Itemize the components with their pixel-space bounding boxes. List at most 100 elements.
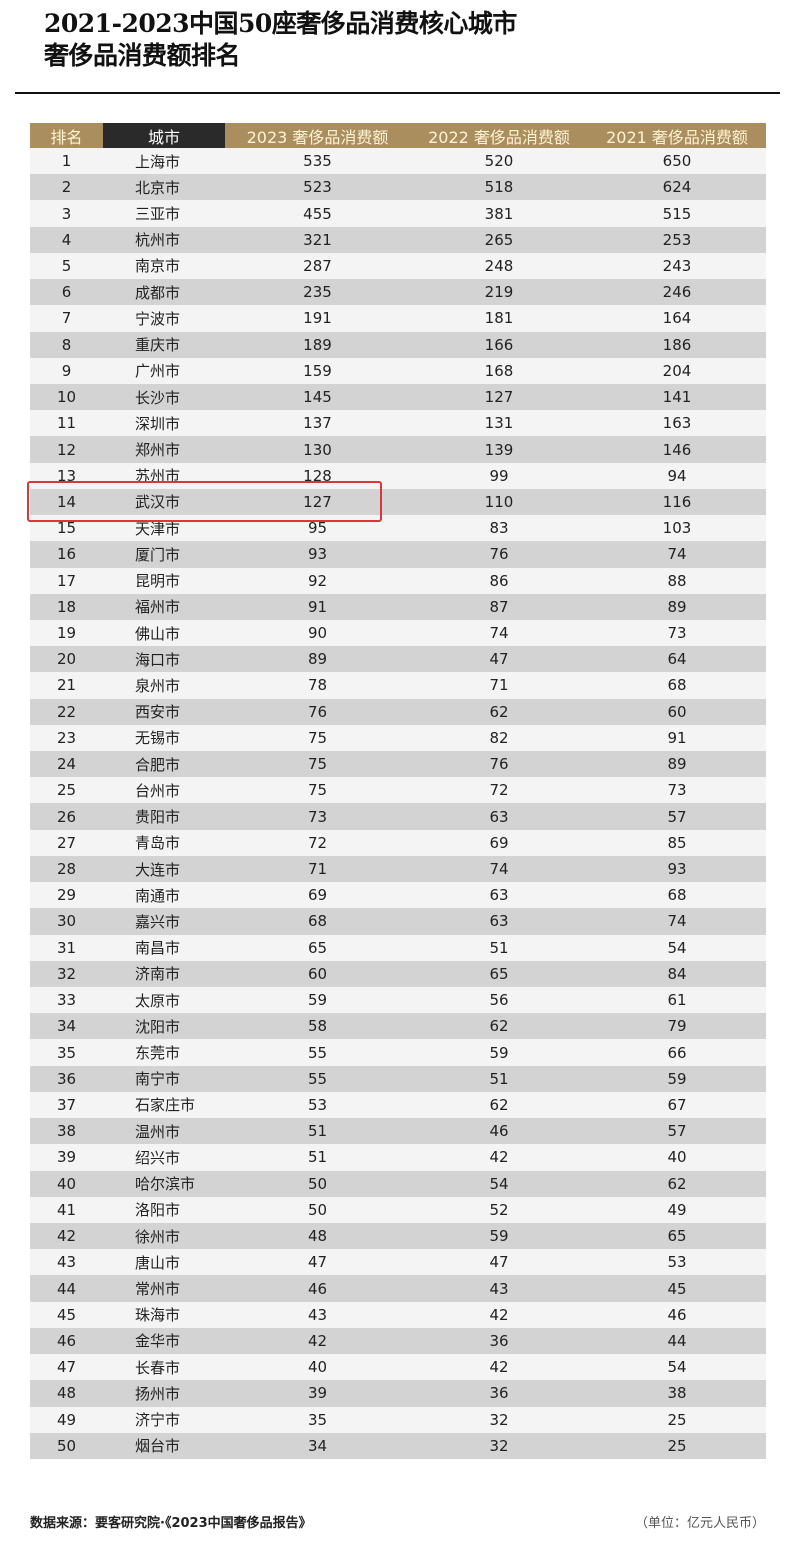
cell-2021: 45 <box>667 1279 687 1298</box>
cell-2022: 76 <box>489 755 509 774</box>
cell-2022: 520 <box>484 152 514 171</box>
cell-2023: 68 <box>307 912 328 931</box>
table-row: 23 无锡市 75 82 91 <box>30 724 766 752</box>
table-row: 47 长春市 40 42 54 <box>30 1354 766 1381</box>
cell-2021: 93 <box>667 860 687 879</box>
cell-rank: 21 <box>56 676 77 695</box>
table-row: 28 大连市 71 74 93 <box>30 855 766 883</box>
table-row: 4 杭州市 321 265 253 <box>30 226 766 253</box>
cell-2023: 65 <box>307 938 328 957</box>
cell-rank: 40 <box>56 1174 77 1193</box>
table-row: 38 温州市 51 46 57 <box>30 1118 766 1145</box>
cell-2022: 74 <box>489 860 509 879</box>
cell-rank: 30 <box>56 912 77 931</box>
cell-2023: 34 <box>307 1436 328 1455</box>
table-row: 19 佛山市 90 74 73 <box>30 619 766 647</box>
cell-rank: 42 <box>56 1227 77 1246</box>
cell-2022: 42 <box>489 1148 509 1167</box>
cell-2023: 43 <box>307 1305 328 1324</box>
cell-rank: 43 <box>56 1253 77 1272</box>
cell-city: 广州市 <box>135 362 181 381</box>
cell-rank: 19 <box>56 624 77 643</box>
cell-2022: 110 <box>484 492 514 511</box>
cell-city: 武汉市 <box>135 493 181 512</box>
table-row: 40 哈尔滨市 50 54 62 <box>30 1170 766 1197</box>
cell-2022: 65 <box>489 964 509 983</box>
cell-2021: 25 <box>667 1436 687 1455</box>
cell-2021: 49 <box>667 1200 687 1219</box>
cell-2023: 191 <box>303 309 332 328</box>
table-row: 24 合肥市 75 76 89 <box>30 751 766 778</box>
cell-2023: 72 <box>307 833 328 852</box>
cell-2023: 48 <box>307 1227 328 1246</box>
cell-rank: 25 <box>56 781 77 800</box>
table-row: 43 唐山市 47 47 53 <box>30 1249 766 1276</box>
table-row: 14 武汉市 127 110 116 <box>30 488 766 516</box>
cell-2022: 166 <box>484 335 514 354</box>
cell-2023: 76 <box>307 702 328 721</box>
table-row: 35 东莞市 55 59 66 <box>30 1039 766 1066</box>
cell-2021: 53 <box>667 1253 687 1272</box>
cell-2022: 76 <box>489 545 509 564</box>
cell-2021: 243 <box>662 256 692 275</box>
table-row: 31 南昌市 65 51 54 <box>30 934 766 961</box>
cell-2022: 168 <box>484 361 514 380</box>
cell-city: 南京市 <box>135 257 181 276</box>
cell-2021: 61 <box>667 991 687 1010</box>
cell-rank: 28 <box>56 860 77 879</box>
cell-2021: 68 <box>667 886 687 905</box>
table-row: 10 长沙市 145 127 141 <box>30 383 766 411</box>
table-row: 5 南京市 287 248 243 <box>30 252 766 280</box>
cell-2023: 75 <box>307 728 328 747</box>
cell-2023: 535 <box>303 152 332 171</box>
table-row: 13 苏州市 128 99 94 <box>30 462 766 489</box>
cell-2023: 145 <box>303 388 332 407</box>
cell-2022: 69 <box>489 833 509 852</box>
cell-2023: 523 <box>303 178 332 197</box>
cell-2023: 59 <box>307 991 328 1010</box>
cell-2023: 287 <box>303 256 332 275</box>
cell-city: 福州市 <box>135 598 181 617</box>
cell-2021: 89 <box>667 755 687 774</box>
cell-2022: 265 <box>484 230 514 249</box>
cell-2022: 127 <box>484 388 514 407</box>
cell-2021: 650 <box>662 152 692 171</box>
cell-2023: 78 <box>307 676 328 695</box>
ranking-table: 排名 城市 2023 奢侈品消费额 2022 奢侈品消费额 2021 奢侈品消费… <box>30 123 766 1459</box>
cell-rank: 46 <box>56 1331 77 1350</box>
table-row: 7 宁波市 191 181 164 <box>30 305 766 332</box>
cell-2023: 137 <box>303 414 332 433</box>
cell-rank: 18 <box>56 597 77 616</box>
cell-2023: 127 <box>303 492 332 511</box>
cell-city: 济宁市 <box>135 1411 181 1430</box>
cell-rank: 39 <box>56 1148 77 1167</box>
cell-2023: 53 <box>307 1095 328 1114</box>
cell-city: 唐山市 <box>135 1253 181 1272</box>
cell-2022: 74 <box>489 624 509 643</box>
cell-rank: 8 <box>61 335 72 354</box>
cell-2022: 47 <box>489 650 509 669</box>
table-row: 8 重庆市 189 166 186 <box>30 331 766 358</box>
cell-2023: 71 <box>307 860 328 879</box>
cell-2023: 159 <box>303 361 332 380</box>
cell-2021: 66 <box>667 1043 687 1062</box>
cell-city: 郑州市 <box>135 441 181 460</box>
cell-2022: 43 <box>489 1279 509 1298</box>
cell-2023: 89 <box>307 650 328 669</box>
cell-2023: 95 <box>307 519 328 538</box>
table-row: 33 太原市 59 56 61 <box>30 987 766 1014</box>
cell-2021: 141 <box>662 388 692 407</box>
cell-city: 沈阳市 <box>135 1017 181 1036</box>
cell-rank: 3 <box>61 204 72 223</box>
cell-rank: 36 <box>56 1069 77 1088</box>
cell-rank: 16 <box>56 545 77 564</box>
cell-city: 无锡市 <box>135 729 181 748</box>
cell-2021: 60 <box>667 702 687 721</box>
cell-2022: 59 <box>489 1043 509 1062</box>
cell-2021: 186 <box>662 335 692 354</box>
table-row: 11 深圳市 137 131 163 <box>30 410 766 437</box>
cell-2023: 51 <box>307 1148 328 1167</box>
cell-2022: 62 <box>489 1095 509 1114</box>
cell-city: 昆明市 <box>135 572 181 591</box>
cell-2021: 64 <box>667 650 687 669</box>
